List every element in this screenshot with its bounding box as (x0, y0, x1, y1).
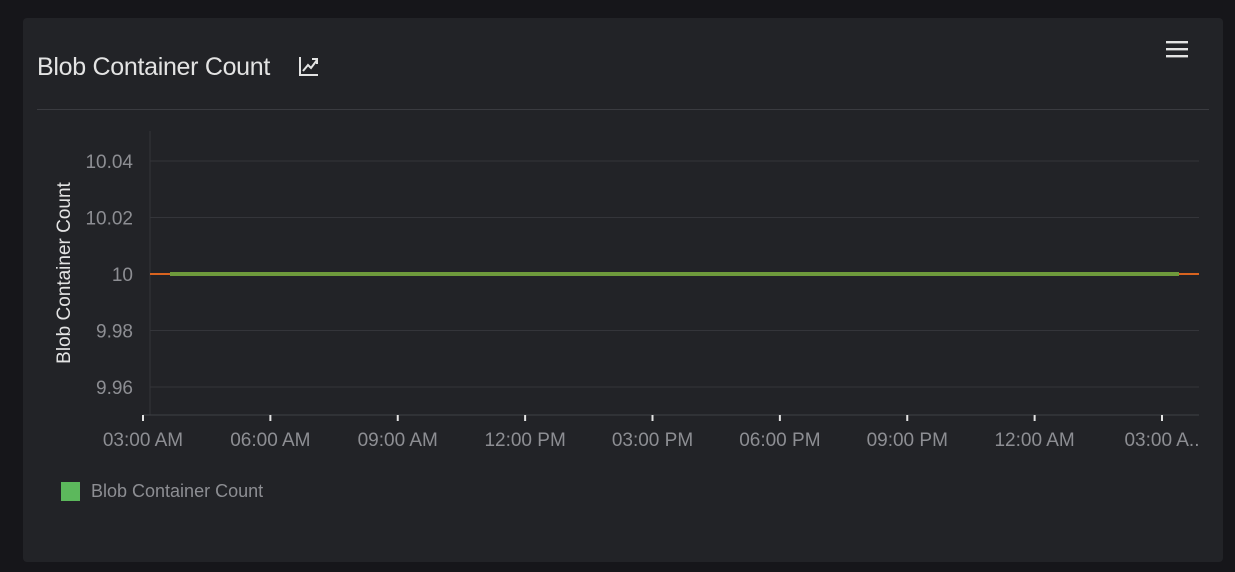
x-tick-label: 12:00 PM (484, 430, 565, 451)
legend-label: Blob Container Count (91, 481, 264, 501)
x-tick-label: 06:00 PM (739, 430, 820, 451)
x-tick-label: 03:00 A.. (1124, 430, 1199, 451)
y-tick-label: 10.02 (85, 209, 133, 230)
legend-item[interactable]: Blob Container Count (61, 481, 263, 502)
panel-title: Blob Container Count (37, 53, 271, 81)
x-tick-label: 03:00 PM (612, 430, 693, 451)
x-tick-label: 03:00 AM (103, 430, 183, 451)
line-chart: 10.04 10.02 10 9.98 9.96 Blob Container Count… (54, 131, 1200, 451)
y-tick-label: 10.04 (85, 152, 133, 173)
title-divider (37, 109, 1209, 110)
hamburger-menu-icon[interactable] (1165, 39, 1189, 59)
y-tick-label: 10 (112, 265, 133, 286)
legend-swatch (61, 482, 80, 501)
y-tick-label: 9.98 (96, 322, 133, 343)
x-tick-label: 09:00 PM (867, 430, 948, 451)
x-tick-label: 12:00 AM (994, 430, 1074, 451)
x-tick-label: 06:00 AM (230, 430, 310, 451)
open-chart-icon[interactable] (298, 55, 320, 77)
chart-panel: Blob Container Count 10.04 10.02 10 9.98 9.9… (23, 18, 1223, 562)
y-axis-title: Blob Container Count (54, 181, 75, 363)
x-tick-label: 09:00 AM (358, 430, 438, 451)
y-tick-label: 9.96 (96, 378, 133, 399)
